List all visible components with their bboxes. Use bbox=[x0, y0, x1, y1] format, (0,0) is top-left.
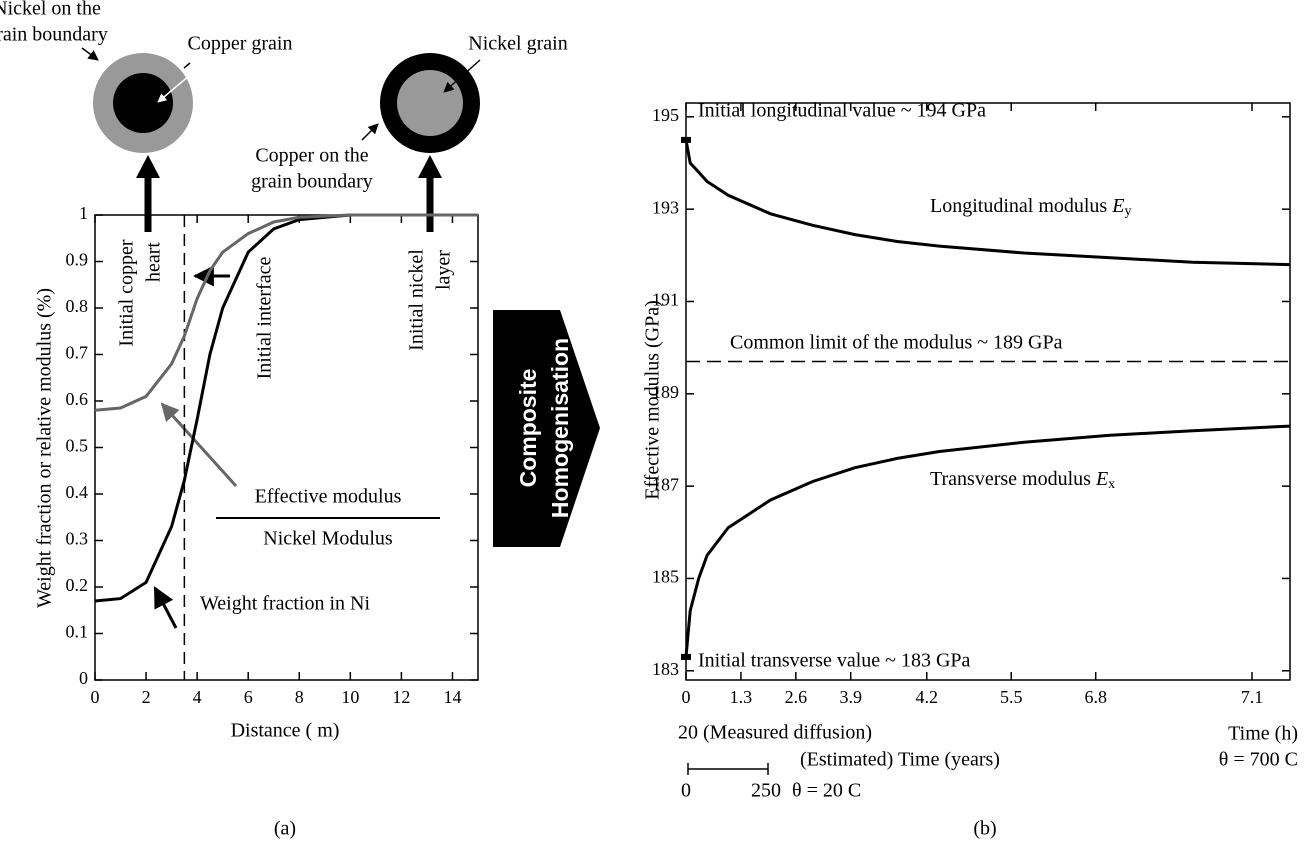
data-line bbox=[684, 424, 1291, 658]
annotation: Initial longitudinal value ~ 194 GPa bbox=[698, 100, 986, 122]
x-tick-label: 0 bbox=[91, 687, 100, 707]
y-tick-label: 195 bbox=[652, 105, 679, 125]
transition-label: Composite bbox=[515, 369, 541, 488]
annotation: Copper on the bbox=[255, 145, 368, 167]
y-tick-label: 189 bbox=[652, 382, 679, 402]
plot-frame bbox=[685, 102, 1291, 681]
y-tick-label: 0.4 bbox=[66, 482, 89, 502]
y-tick-label: 0.9 bbox=[66, 250, 89, 270]
y-tick-label: 187 bbox=[652, 474, 679, 494]
y-tick-label: 0.7 bbox=[66, 343, 89, 363]
y-tick-label: 185 bbox=[652, 567, 679, 587]
annotation: Transverse modulus Ex bbox=[930, 468, 1115, 493]
annotation: Initial transverse value ~ 183 GPa bbox=[698, 650, 971, 672]
annotation: θ = 700 C bbox=[1219, 749, 1298, 771]
y-axis-label: Weight fraction or relative modulus (%) bbox=[34, 288, 56, 608]
annotation: layer bbox=[433, 250, 455, 290]
annotation-symbol: E bbox=[1111, 195, 1124, 217]
x-tick-label: 8 bbox=[295, 687, 304, 707]
y-tick-label: 191 bbox=[652, 290, 679, 310]
schematic: Nickel on the grain boundary Copper grai… bbox=[0, 0, 568, 232]
pointer bbox=[443, 59, 481, 93]
x-tick-label: 6.8 bbox=[1084, 687, 1107, 707]
annotation: Initial nickel bbox=[406, 249, 428, 351]
annotation-subscript: y bbox=[1124, 204, 1131, 219]
data-line bbox=[94, 213, 478, 412]
annotation: Nickel on the bbox=[0, 0, 101, 20]
annotation: 20 (Measured diffusion) bbox=[678, 722, 872, 744]
big-arrow-head bbox=[136, 155, 160, 178]
transition-arrow bbox=[493, 310, 600, 547]
x-tick-label: 4.2 bbox=[916, 687, 939, 707]
x-tick-label: 12 bbox=[392, 687, 410, 707]
annotation: 250 bbox=[751, 780, 781, 802]
pointer bbox=[183, 62, 191, 69]
y-tick-label: 193 bbox=[652, 197, 679, 217]
x-tick-label: 1.3 bbox=[730, 687, 753, 707]
y-tick-label: 183 bbox=[652, 659, 679, 679]
panel-label: (b) bbox=[973, 818, 996, 840]
y-tick-label: 0.1 bbox=[66, 622, 89, 642]
annotation: Nickel Modulus bbox=[263, 528, 393, 550]
annotation: grain boundary bbox=[251, 171, 373, 193]
pointer bbox=[153, 586, 178, 629]
annotation: grain boundary bbox=[0, 24, 108, 46]
transition-label: Homogenisation bbox=[547, 338, 573, 518]
y-tick-label: 0.6 bbox=[66, 389, 89, 409]
y-tick-label: 0 bbox=[79, 668, 88, 688]
x-tick-label: 7.1 bbox=[1241, 687, 1264, 707]
panel-label: (a) bbox=[274, 818, 296, 840]
x-tick-label: 10 bbox=[341, 687, 359, 707]
annotation: Effective modulus bbox=[255, 486, 402, 508]
annotation: (Estimated) Time (years) bbox=[800, 749, 1000, 771]
pointer bbox=[361, 123, 379, 141]
y-tick-label: 0.2 bbox=[66, 575, 89, 595]
annotation: Weight fraction in Ni bbox=[200, 593, 370, 615]
start-marker bbox=[681, 653, 691, 660]
y-tick-label: 0.3 bbox=[66, 529, 89, 549]
annotation: Initial copper bbox=[116, 239, 138, 347]
x-tick-label: 3.9 bbox=[839, 687, 862, 707]
annotation: 0 bbox=[681, 780, 691, 802]
x-tick-label: 2.6 bbox=[785, 687, 808, 707]
pointer bbox=[81, 47, 99, 61]
pointer bbox=[157, 69, 197, 103]
data-line bbox=[684, 139, 1291, 267]
y-axis-label: Effective modulus (GPa) bbox=[642, 300, 664, 500]
grain-inner bbox=[113, 73, 173, 133]
annotation: Common limit of the modulus ~ 189 GPa bbox=[730, 332, 1063, 354]
grain-inner bbox=[397, 70, 463, 136]
x-tick-label: 6 bbox=[244, 687, 253, 707]
annotation-symbol: E bbox=[1095, 468, 1108, 490]
annotation: θ = 20 C bbox=[792, 780, 861, 802]
annotation: Nickel grain bbox=[468, 33, 567, 55]
annotation-subscript: x bbox=[1108, 477, 1115, 492]
x-tick-label: 2 bbox=[142, 687, 151, 707]
y-tick-label: 1 bbox=[79, 203, 88, 223]
pointer bbox=[160, 402, 238, 488]
y-tick-label: 0.5 bbox=[66, 436, 89, 456]
x-tick-label: 4 bbox=[193, 687, 202, 707]
annotation: Longitudinal modulus Ey bbox=[930, 195, 1131, 220]
x-tick-label: 5.5 bbox=[1000, 687, 1023, 707]
annotation: Time (h) bbox=[1228, 723, 1298, 745]
annotation: Initial interface bbox=[254, 257, 276, 380]
x-tick-label: 0 bbox=[682, 687, 691, 707]
annotation-text: Transverse modulus bbox=[930, 468, 1091, 490]
y-tick-label: 0.8 bbox=[66, 296, 89, 316]
annotation: heart bbox=[143, 242, 165, 282]
big-arrow-head bbox=[418, 155, 442, 178]
start-marker bbox=[681, 136, 691, 143]
annotation-text: Longitudinal modulus bbox=[930, 195, 1107, 217]
x-axis-label: Distance ( m) bbox=[231, 720, 340, 742]
x-tick-label: 14 bbox=[443, 687, 461, 707]
annotation: Copper grain bbox=[188, 33, 293, 55]
